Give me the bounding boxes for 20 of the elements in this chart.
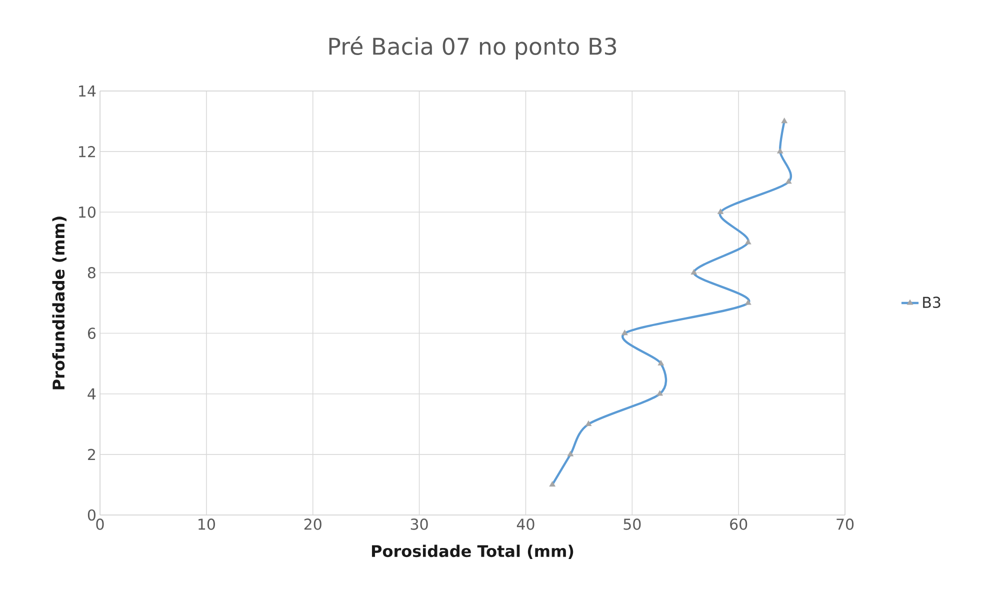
x-tick-label: 20 — [304, 518, 322, 530]
x-tick-label: 70 — [836, 518, 854, 530]
y-tick-label: 10 — [79, 206, 96, 218]
x-tick-label: 40 — [516, 518, 534, 530]
x-tick-label: 10 — [198, 518, 215, 530]
y-tick-label: 8 — [88, 267, 96, 278]
x-tick-label: 0 — [96, 518, 104, 530]
y-tick-label: 12 — [79, 146, 95, 158]
y-tick-label: 14 — [79, 86, 96, 96]
y-tick-label: 6 — [88, 328, 96, 339]
legend-label: B3 — [923, 296, 940, 308]
x-tick-label: 60 — [730, 518, 748, 530]
x-tick-label: 50 — [624, 518, 641, 530]
y-tick-label: 0 — [88, 509, 96, 521]
y-axis-title: Profundidade (mm) — [52, 216, 67, 390]
chart-title: Pré Bacia 07 no ponto B3 — [329, 36, 616, 60]
x-axis-title: Porosidade Total (mm) — [372, 544, 574, 559]
x-tick-label: 30 — [410, 518, 428, 530]
y-tick-label: 2 — [88, 448, 95, 460]
y-tick-label: 4 — [88, 388, 96, 400]
